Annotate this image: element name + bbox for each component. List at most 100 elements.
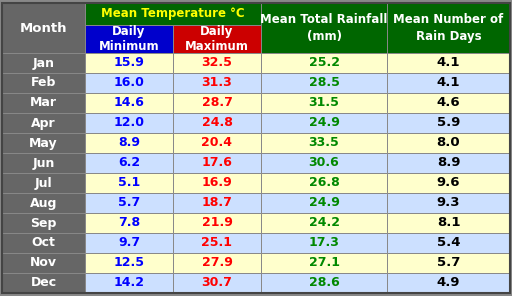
Bar — [85, 153, 173, 173]
Text: Nov: Nov — [30, 257, 57, 269]
Bar — [2, 93, 85, 113]
Bar — [261, 253, 387, 273]
Bar — [387, 3, 510, 53]
Text: Dec: Dec — [30, 276, 56, 289]
Text: 9.3: 9.3 — [437, 197, 460, 210]
Bar — [261, 273, 387, 293]
Bar — [85, 133, 173, 153]
Text: 20.4: 20.4 — [202, 136, 232, 149]
Bar — [2, 133, 85, 153]
Text: 16.9: 16.9 — [202, 176, 232, 189]
Bar — [261, 133, 387, 153]
Text: 5.7: 5.7 — [437, 257, 460, 269]
Bar — [387, 253, 510, 273]
Bar — [261, 193, 387, 213]
Bar — [2, 3, 85, 53]
Bar — [85, 253, 173, 273]
Bar — [173, 113, 261, 133]
Bar — [85, 233, 173, 253]
Text: 30.6: 30.6 — [309, 157, 339, 170]
Bar — [261, 53, 387, 73]
Text: 12.5: 12.5 — [114, 257, 144, 269]
Text: Feb: Feb — [31, 76, 56, 89]
Text: 28.6: 28.6 — [309, 276, 339, 289]
Text: 31.3: 31.3 — [202, 76, 232, 89]
Text: 24.2: 24.2 — [309, 216, 339, 229]
Text: 33.5: 33.5 — [309, 136, 339, 149]
Bar — [387, 273, 510, 293]
Text: 15.9: 15.9 — [114, 57, 144, 70]
Bar — [2, 113, 85, 133]
Text: 24.8: 24.8 — [202, 117, 232, 130]
Text: 5.9: 5.9 — [437, 117, 460, 130]
Text: 5.1: 5.1 — [118, 176, 140, 189]
Text: 24.9: 24.9 — [309, 117, 339, 130]
Bar — [387, 133, 510, 153]
Bar — [261, 213, 387, 233]
Bar — [173, 73, 261, 93]
Text: 8.9: 8.9 — [118, 136, 140, 149]
Bar — [85, 93, 173, 113]
Bar — [173, 233, 261, 253]
Bar — [387, 213, 510, 233]
Text: 21.9: 21.9 — [202, 216, 232, 229]
Bar — [173, 193, 261, 213]
Text: 16.0: 16.0 — [114, 76, 144, 89]
Bar — [173, 273, 261, 293]
Text: 4.1: 4.1 — [437, 57, 460, 70]
Text: 30.7: 30.7 — [202, 276, 232, 289]
Text: Aug: Aug — [30, 197, 57, 210]
Text: Daily
Minimum: Daily Minimum — [99, 25, 159, 54]
Text: 5.7: 5.7 — [118, 197, 140, 210]
Bar — [173, 53, 261, 73]
Bar — [261, 113, 387, 133]
Bar — [387, 153, 510, 173]
Bar — [387, 73, 510, 93]
Text: 8.9: 8.9 — [437, 157, 460, 170]
Bar — [2, 173, 85, 193]
Text: 9.7: 9.7 — [118, 237, 140, 250]
Bar — [2, 233, 85, 253]
Bar — [2, 53, 85, 73]
Text: Jan: Jan — [32, 57, 54, 70]
Bar — [387, 233, 510, 253]
Bar — [2, 193, 85, 213]
Text: Jun: Jun — [32, 157, 55, 170]
Text: Apr: Apr — [31, 117, 56, 130]
Text: 4.1: 4.1 — [437, 76, 460, 89]
Bar — [387, 173, 510, 193]
Bar — [85, 3, 261, 25]
Text: 27.1: 27.1 — [309, 257, 339, 269]
Text: 8.0: 8.0 — [437, 136, 460, 149]
Text: 32.5: 32.5 — [202, 57, 232, 70]
Bar — [85, 173, 173, 193]
Bar — [85, 193, 173, 213]
Text: 9.6: 9.6 — [437, 176, 460, 189]
Text: 4.9: 4.9 — [437, 276, 460, 289]
Text: 28.7: 28.7 — [202, 96, 232, 110]
Bar — [85, 273, 173, 293]
Bar — [261, 3, 387, 53]
Text: 14.2: 14.2 — [114, 276, 144, 289]
Bar — [85, 25, 173, 53]
Text: 7.8: 7.8 — [118, 216, 140, 229]
Bar — [387, 53, 510, 73]
Text: 4.6: 4.6 — [437, 96, 460, 110]
Bar — [2, 253, 85, 273]
Bar — [2, 153, 85, 173]
Bar — [261, 173, 387, 193]
Bar — [261, 153, 387, 173]
Text: May: May — [29, 136, 58, 149]
Text: 17.6: 17.6 — [202, 157, 232, 170]
Bar — [173, 93, 261, 113]
Bar — [387, 113, 510, 133]
Bar — [261, 73, 387, 93]
Text: Oct: Oct — [32, 237, 55, 250]
Bar — [85, 113, 173, 133]
Bar — [85, 53, 173, 73]
Text: Mar: Mar — [30, 96, 57, 110]
Text: 12.0: 12.0 — [114, 117, 144, 130]
Text: Mean Total Rainfall
(mm): Mean Total Rainfall (mm) — [260, 13, 388, 43]
Bar — [173, 153, 261, 173]
Bar — [261, 233, 387, 253]
